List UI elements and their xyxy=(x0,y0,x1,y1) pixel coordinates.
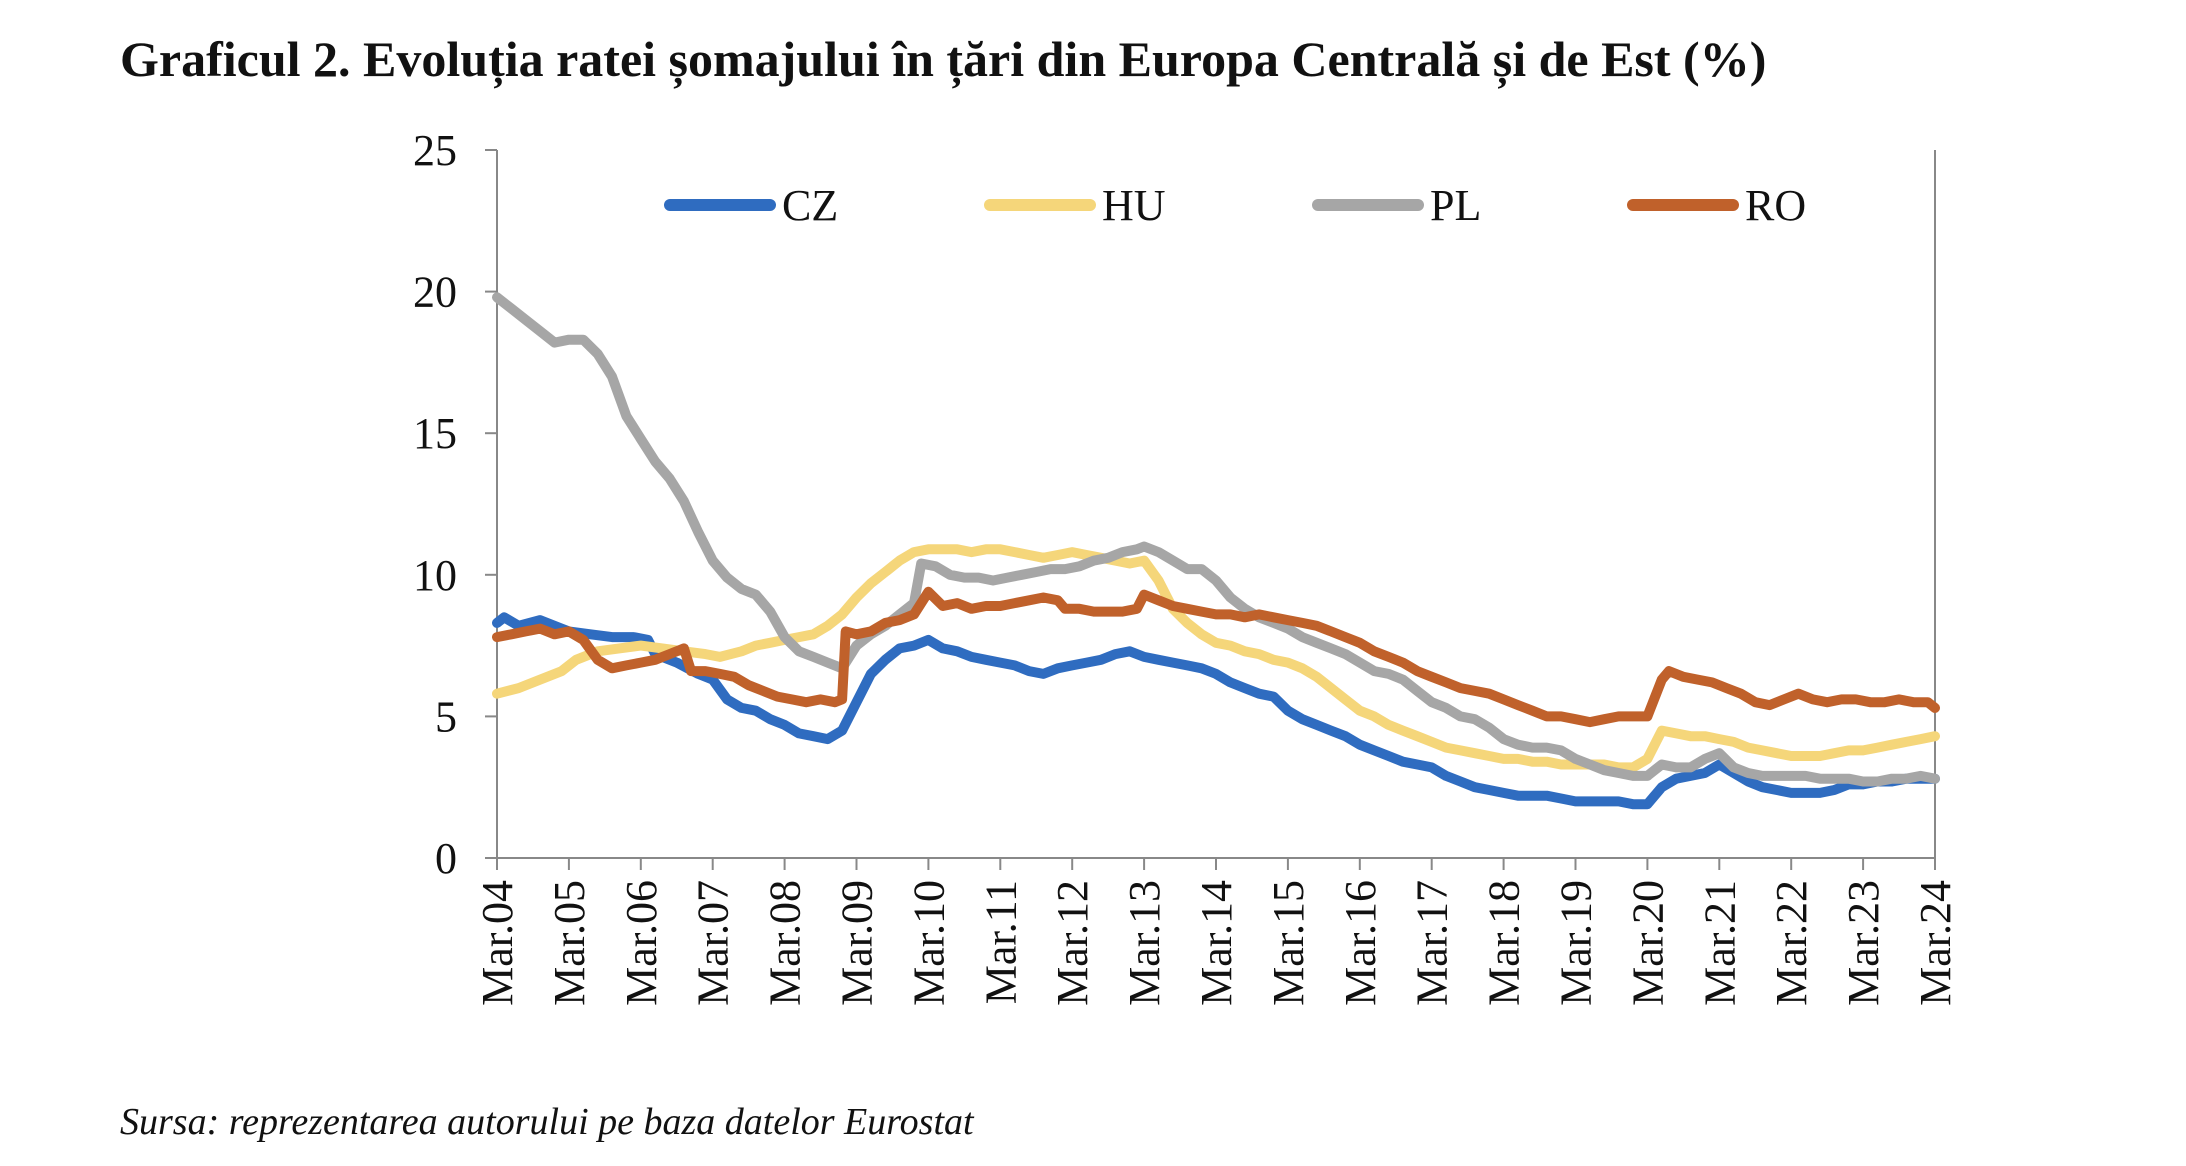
x-tick-label: Mar.11 xyxy=(976,880,1025,1004)
x-tick-label: Mar.14 xyxy=(1192,880,1241,1006)
x-tick-label: Mar.24 xyxy=(1911,880,1960,1006)
y-tick-label: 5 xyxy=(435,692,457,741)
x-tick-label: Mar.22 xyxy=(1767,880,1816,1006)
x-tick-label: Mar.23 xyxy=(1839,880,1888,1006)
x-tick-label: Mar.17 xyxy=(1408,880,1457,1006)
x-tick-label: Mar.12 xyxy=(1048,880,1097,1006)
chart-title: Graficul 2. Evoluția ratei șomajului în … xyxy=(120,31,1767,87)
x-tick-label: Mar.10 xyxy=(904,880,953,1006)
x-tick-label: Mar.05 xyxy=(545,880,594,1006)
y-tick-label: 20 xyxy=(413,268,457,317)
source-note: Sursa: reprezentarea autorului pe baza d… xyxy=(120,1101,974,1143)
x-tick-label: Mar.16 xyxy=(1336,880,1385,1006)
series-line-hu xyxy=(492,544,1940,773)
x-tick-label: Mar.19 xyxy=(1552,880,1601,1006)
y-tick-label: 0 xyxy=(435,834,457,883)
legend-label-pl: PL xyxy=(1430,181,1481,230)
x-tick-label: Mar.20 xyxy=(1623,880,1672,1006)
x-tick-label: Mar.21 xyxy=(1695,880,1744,1006)
x-tick-label: Mar.15 xyxy=(1264,880,1313,1006)
x-tick-label: Mar.07 xyxy=(689,880,738,1006)
x-tick-label: Mar.13 xyxy=(1120,880,1169,1006)
x-tick-label: Mar.18 xyxy=(1480,880,1529,1006)
series-layer xyxy=(492,292,1940,810)
legend-label-hu: HU xyxy=(1102,181,1166,230)
y-tick-label: 10 xyxy=(413,551,457,600)
plot-area: 0 5 10 15 20 25 Mar.04 Mar.05 Mar.06 Mar.07 Mar.08… xyxy=(413,126,1960,1006)
y-tick-label: 25 xyxy=(413,126,457,175)
legend: CZ HU PL RO xyxy=(664,181,1806,230)
x-tick-label: Mar.09 xyxy=(833,880,882,1006)
x-tick-label: Mar.08 xyxy=(761,880,810,1006)
x-tick-label: Mar.06 xyxy=(617,880,666,1006)
legend-label-ro: RO xyxy=(1745,181,1806,230)
series-line-ro xyxy=(492,586,1940,728)
y-tick-label: 15 xyxy=(413,409,457,458)
legend-label-cz: CZ xyxy=(782,181,838,230)
series-line-cz xyxy=(492,612,1940,810)
series-line-pl xyxy=(492,292,1940,787)
x-tick-label: Mar.04 xyxy=(473,880,522,1006)
